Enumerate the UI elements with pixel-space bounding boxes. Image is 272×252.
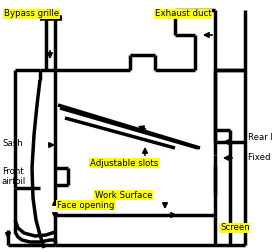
Text: airfoil: airfoil (2, 177, 26, 186)
Text: Exhaust duct: Exhaust duct (155, 10, 212, 18)
Text: Adjustable slots: Adjustable slots (90, 159, 158, 168)
Text: Face opening: Face opening (57, 201, 114, 209)
Text: Bypass grille: Bypass grille (4, 10, 59, 18)
Text: Work Surface: Work Surface (95, 191, 153, 200)
Text: Screen: Screen (220, 224, 250, 233)
Text: Sash: Sash (2, 139, 23, 147)
Text: Rear baffle: Rear baffle (248, 133, 272, 142)
Text: Front: Front (2, 168, 24, 176)
Text: Fixed slot: Fixed slot (248, 152, 272, 162)
